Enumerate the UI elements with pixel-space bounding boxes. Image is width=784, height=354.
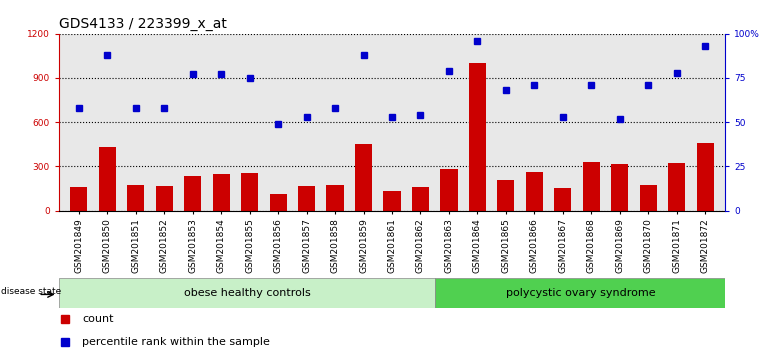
Bar bbox=[441, 169, 458, 211]
Text: obese healthy controls: obese healthy controls bbox=[183, 288, 310, 298]
Bar bbox=[71, 187, 87, 211]
Text: count: count bbox=[82, 314, 114, 325]
Bar bbox=[326, 185, 343, 211]
Text: disease state: disease state bbox=[1, 287, 61, 296]
Bar bbox=[412, 187, 429, 211]
Bar bbox=[127, 185, 144, 211]
Bar bbox=[668, 163, 685, 211]
Bar bbox=[298, 186, 315, 211]
Text: polycystic ovary syndrome: polycystic ovary syndrome bbox=[506, 288, 655, 298]
Bar bbox=[241, 173, 258, 211]
Text: GDS4133 / 223399_x_at: GDS4133 / 223399_x_at bbox=[59, 17, 227, 31]
Bar bbox=[184, 176, 201, 211]
Bar bbox=[435, 278, 725, 308]
Bar bbox=[270, 194, 287, 211]
Bar bbox=[497, 180, 514, 211]
Bar bbox=[469, 63, 486, 211]
Bar bbox=[383, 192, 401, 211]
Bar bbox=[526, 172, 543, 211]
Bar bbox=[640, 185, 657, 211]
Bar bbox=[554, 188, 572, 211]
Bar bbox=[99, 147, 116, 211]
Bar bbox=[355, 144, 372, 211]
Bar bbox=[212, 175, 230, 211]
Bar bbox=[583, 162, 600, 211]
Bar bbox=[612, 164, 628, 211]
Bar bbox=[697, 143, 713, 211]
Bar bbox=[59, 278, 435, 308]
Text: percentile rank within the sample: percentile rank within the sample bbox=[82, 337, 270, 348]
Bar bbox=[156, 186, 172, 211]
